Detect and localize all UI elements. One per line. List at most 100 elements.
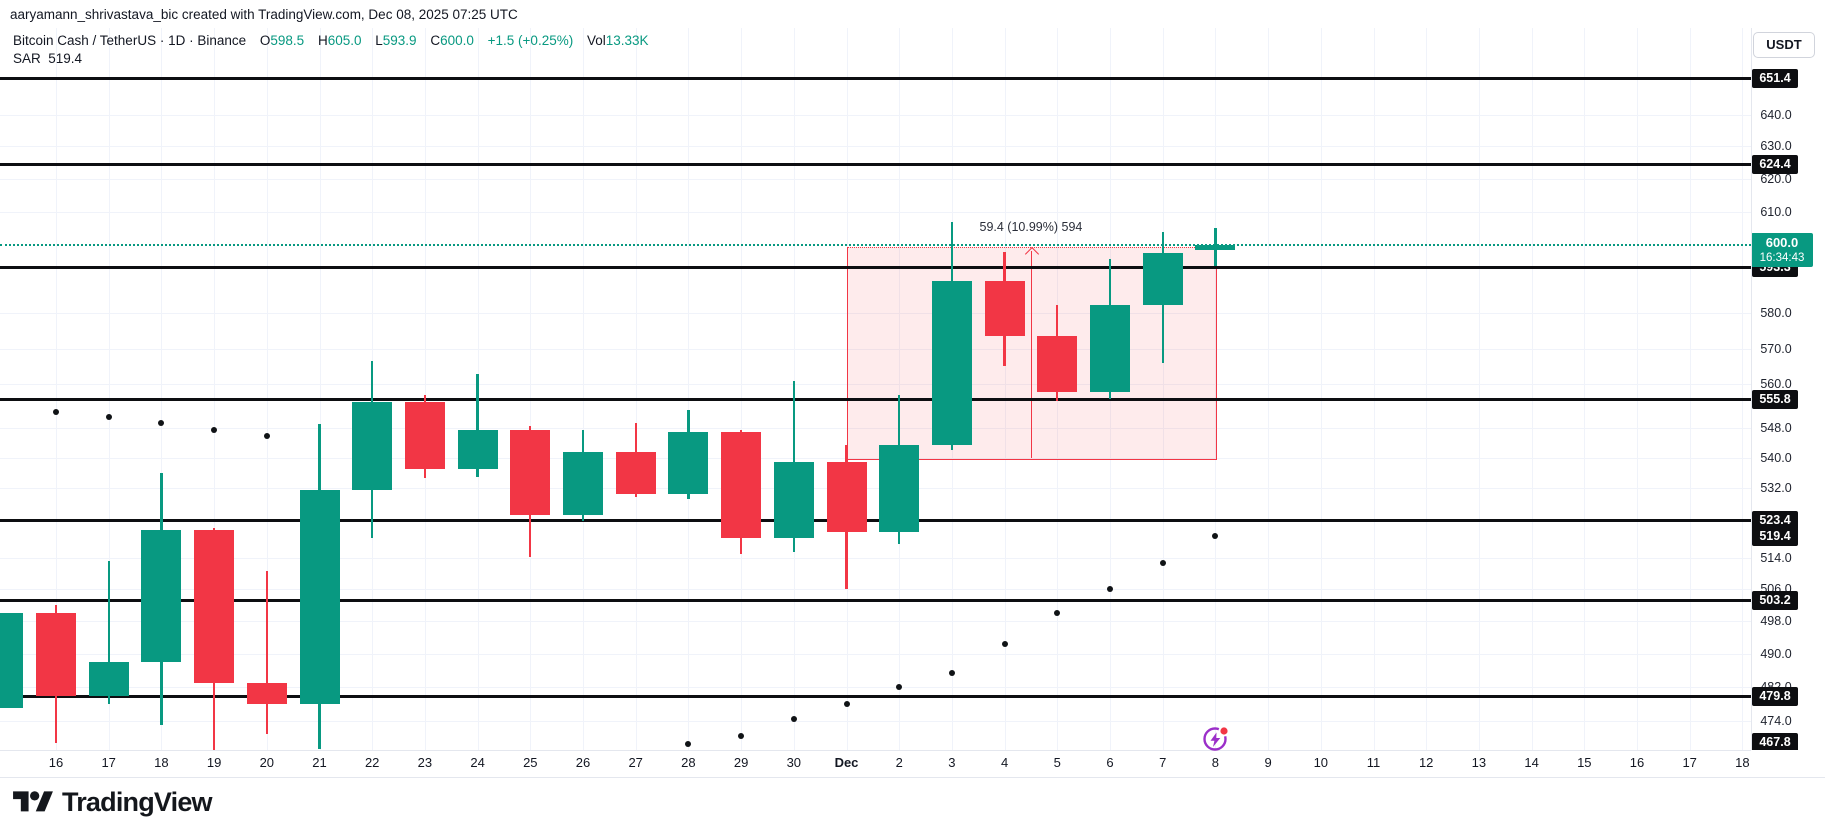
candle bbox=[299, 489, 340, 705]
current-price-value: 600.0 bbox=[1765, 235, 1799, 250]
support-resistance-line[interactable] bbox=[0, 77, 1751, 81]
candle bbox=[141, 530, 182, 663]
candle bbox=[194, 530, 235, 684]
sar-dot bbox=[263, 432, 270, 439]
grid-vline bbox=[56, 28, 57, 750]
time-label: 16 bbox=[1629, 755, 1645, 770]
grid-vline bbox=[1268, 28, 1270, 750]
support-resistance-line[interactable] bbox=[0, 266, 1751, 270]
candle bbox=[88, 662, 129, 696]
candle bbox=[510, 429, 551, 515]
symbol-title: Bitcoin Cash / TetherUS · 1D · Binance bbox=[13, 33, 247, 48]
grid-hline bbox=[0, 384, 1751, 386]
grid-hline bbox=[0, 178, 1751, 180]
grid-vline bbox=[1689, 28, 1691, 750]
time-label: 22 bbox=[364, 755, 380, 770]
grid-vline bbox=[741, 28, 743, 750]
candle bbox=[352, 402, 393, 490]
time-label: 24 bbox=[470, 755, 485, 770]
time-label: 2 bbox=[895, 755, 903, 770]
current-price-label: 600.0 16:34:43 bbox=[1751, 233, 1813, 267]
grid-hline bbox=[0, 557, 1751, 559]
time-label: 27 bbox=[628, 755, 643, 770]
support-resistance-line[interactable] bbox=[0, 695, 1751, 699]
grid-vline bbox=[1373, 28, 1375, 750]
time-label: 10 bbox=[1313, 755, 1329, 770]
price-tick-label: 540.0 bbox=[1760, 450, 1792, 465]
ohlc-close-label: C bbox=[430, 33, 441, 48]
candle bbox=[826, 461, 867, 533]
grid-hline bbox=[0, 313, 1751, 315]
candle bbox=[984, 280, 1025, 337]
grid-vline bbox=[1162, 28, 1164, 750]
change-value: +1.5 (+0.25%) bbox=[487, 33, 574, 48]
price-tick-label: 514.0 bbox=[1760, 550, 1792, 565]
indicator-legend[interactable]: SAR 519.4 bbox=[13, 51, 82, 66]
volume-value: 13.33K bbox=[605, 33, 649, 48]
candle bbox=[1037, 336, 1078, 392]
price-tick-label: 580.0 bbox=[1760, 306, 1792, 321]
level-price-label: 624.4 bbox=[1752, 154, 1798, 174]
chart-pane[interactable]: 59.4 (10.99%) 594 bbox=[0, 28, 1751, 750]
support-resistance-line[interactable] bbox=[0, 519, 1751, 523]
bar-countdown: 16:34:43 bbox=[1759, 252, 1805, 264]
time-label: 23 bbox=[417, 755, 433, 770]
support-resistance-line[interactable] bbox=[0, 162, 1751, 166]
grid-hline bbox=[0, 114, 1751, 116]
sar-dot bbox=[685, 741, 692, 747]
support-resistance-line[interactable] bbox=[0, 398, 1751, 402]
time-label: 17 bbox=[1682, 755, 1697, 770]
grid-vline bbox=[214, 28, 216, 750]
ohlc-low-value: 593.9 bbox=[382, 33, 417, 48]
grid-hline bbox=[0, 721, 1751, 723]
symbol-legend[interactable]: Bitcoin Cash / TetherUS · 1D · Binance O… bbox=[13, 33, 649, 48]
grid-hline bbox=[0, 428, 1751, 430]
candle bbox=[1142, 253, 1183, 305]
grid-vline bbox=[583, 28, 584, 750]
currency-toggle-button[interactable]: USDT bbox=[1753, 32, 1815, 58]
support-resistance-line[interactable] bbox=[0, 598, 1751, 602]
candle bbox=[668, 431, 709, 494]
time-axis-divider bbox=[0, 750, 1751, 751]
sar-price-label: 519.4 bbox=[1752, 526, 1798, 546]
price-tick-label: 630.0 bbox=[1760, 139, 1792, 154]
grid-hline bbox=[0, 589, 1751, 591]
ai-lightning-icon[interactable] bbox=[1201, 724, 1231, 754]
time-label: 3 bbox=[948, 755, 956, 770]
candle bbox=[246, 683, 287, 705]
volume-label: Vol bbox=[586, 33, 606, 48]
price-tick-label: 498.0 bbox=[1760, 614, 1792, 629]
grid-hline bbox=[0, 211, 1751, 213]
candle bbox=[563, 452, 603, 515]
time-label: 9 bbox=[1264, 755, 1272, 770]
current-price-line bbox=[0, 244, 1751, 246]
candle-wick bbox=[476, 373, 479, 477]
grid-hline bbox=[0, 487, 1751, 489]
grid-vline bbox=[899, 28, 901, 750]
ohlc-open-label: O bbox=[259, 33, 271, 48]
price-tick-label: 532.0 bbox=[1760, 480, 1792, 495]
tradingview-logo-icon bbox=[13, 787, 53, 818]
time-label: 18 bbox=[1735, 755, 1750, 770]
price-tick-label: 570.0 bbox=[1760, 341, 1792, 356]
grid-vline bbox=[1215, 28, 1217, 750]
price-scale[interactable]: USDT 640.0 630.0 620.0 610.0 580.0 570.0 560.0… bbox=[1751, 28, 1825, 777]
price-tick-label: 610.0 bbox=[1760, 204, 1792, 219]
time-label: 16 bbox=[48, 755, 64, 770]
time-axis[interactable]: 16 17 18 19 20 21 22 23 24 25 26 27 28 29 30 Dec 2 3 4 5 6 7 8… bbox=[0, 750, 1825, 777]
sar-dot bbox=[738, 733, 745, 740]
time-label: 12 bbox=[1418, 755, 1434, 770]
ohlc-low-label: L bbox=[375, 33, 383, 48]
sar-dot bbox=[53, 408, 59, 415]
price-range-arrow-line bbox=[1030, 251, 1033, 458]
sar-dot bbox=[843, 701, 850, 708]
grid-hline bbox=[0, 348, 1751, 350]
candle bbox=[879, 444, 920, 533]
time-label: 14 bbox=[1524, 755, 1539, 770]
sar-dot bbox=[1212, 533, 1219, 540]
price-scale-divider bbox=[1751, 28, 1752, 777]
time-label: 7 bbox=[1159, 755, 1167, 770]
sar-dot bbox=[1054, 610, 1061, 617]
level-price-label: 555.8 bbox=[1752, 390, 1798, 410]
ohlc-close-value: 600.0 bbox=[440, 33, 474, 48]
